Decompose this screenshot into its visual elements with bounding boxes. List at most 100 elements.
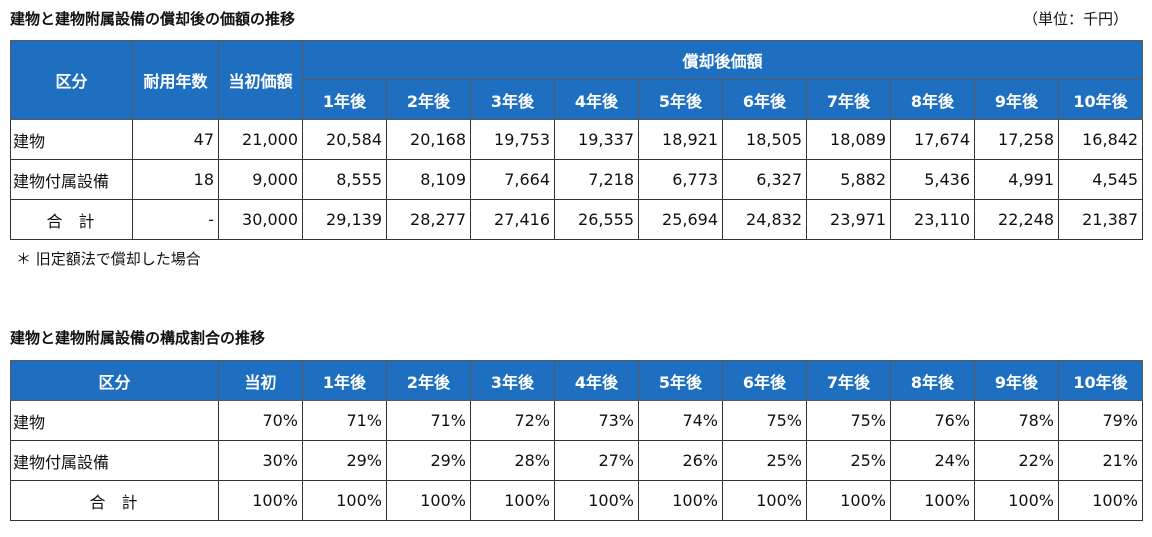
ratio-cell: 100% — [554, 480, 639, 521]
value-cell: 21,387 — [1057, 199, 1144, 240]
value-cell: 23,971 — [806, 199, 891, 240]
ratio-cell: 78% — [974, 400, 1059, 441]
value-cell: 18,505 — [722, 119, 807, 160]
table-row: 建物付属設備 30% 29% 29% 28% 27% 26% 25% 25% 24% 22% 21% — [10, 440, 1143, 481]
ratio-cell: 79% — [1058, 400, 1143, 441]
composition-ratio-table: 区分 当初 1年後 2年後 3年後 4年後 5年後 6年後 7年後 8年後 9年後 10年後 建物… — [10, 360, 1143, 521]
header-initial-value: 当初価額 — [218, 40, 303, 120]
value-cell: 19,337 — [554, 119, 639, 160]
header-year: 10年後 — [1057, 79, 1144, 120]
value-cell: 4,991 — [974, 159, 1059, 200]
ratio-cell: 75% — [722, 400, 807, 441]
row-label: 建物 — [10, 119, 133, 160]
ratio-cell: 25% — [722, 440, 807, 481]
ratio-cell: 72% — [470, 400, 555, 441]
value-cell: 7,218 — [554, 159, 639, 200]
value-cell: 22,248 — [974, 199, 1059, 240]
ratio-cell: 74% — [638, 400, 723, 441]
header-year: 3年後 — [470, 360, 555, 401]
ratio-cell: 22% — [974, 440, 1059, 481]
initial-ratio-cell: 30% — [218, 440, 303, 481]
ratio-cell: 29% — [386, 440, 471, 481]
header-year: 3年後 — [470, 79, 555, 120]
ratio-cell: 26% — [638, 440, 723, 481]
ratio-cell: 71% — [302, 400, 387, 441]
header-year: 7年後 — [806, 360, 891, 401]
value-cell: 18,921 — [638, 119, 723, 160]
ratio-cell: 100% — [974, 480, 1059, 521]
value-cell: 20,584 — [302, 119, 387, 160]
header-year: 9年後 — [974, 360, 1059, 401]
value-cell: 18,089 — [806, 119, 891, 160]
row-label: 合 計 — [10, 480, 219, 521]
header-category: 区分 — [10, 40, 133, 120]
header-year: 6年後 — [722, 360, 807, 401]
table-row: 合 計 -30,000 29,139 28,277 27,416 26,555 25,694… — [10, 199, 1144, 240]
header-category: 区分 — [10, 360, 219, 401]
initial-ratio-cell: 70% — [218, 400, 303, 441]
header-year: 1年後 — [302, 360, 387, 401]
value-cell: 23,110 — [890, 199, 975, 240]
value-cell: 17,258 — [974, 119, 1059, 160]
value-cell: 5,436 — [890, 159, 975, 200]
value-cell: 8,555 — [302, 159, 387, 200]
section2-title: 建物と建物附属設備の構成割合の推移 — [10, 329, 266, 347]
value-cell: 6,773 — [638, 159, 723, 200]
ratio-cell: 100% — [890, 480, 975, 521]
useful-life-cell: - — [132, 199, 219, 240]
header-year: 5年後 — [638, 360, 723, 401]
header-year: 5年後 — [638, 79, 723, 120]
unit-label: （単位：千円） — [1022, 10, 1128, 28]
header-useful-life: 耐用年数 — [132, 40, 219, 120]
ratio-cell: 25% — [806, 440, 891, 481]
initial-value-cell: 21,000 — [218, 119, 303, 160]
table-row: 建物 47 21,000 20,584 20,168 19,753 19,337 18,921… — [10, 119, 1144, 160]
value-cell: 27,416 — [470, 199, 555, 240]
header-year: 9年後 — [974, 79, 1059, 120]
useful-life-cell: 18 — [132, 159, 219, 200]
header-year: 8年後 — [890, 360, 975, 401]
ratio-cell: 24% — [890, 440, 975, 481]
value-cell: 8,109 — [386, 159, 471, 200]
header-year: 2年後 — [386, 79, 471, 120]
value-cell: 20,168 — [386, 119, 471, 160]
initial-value-cell: 30,000 — [218, 199, 303, 240]
value-cell: 17,674 — [890, 119, 975, 160]
useful-life-cell: 47 — [132, 119, 219, 160]
initial-value-cell: 9,000 — [218, 159, 303, 200]
header-year: 7年後 — [806, 79, 891, 120]
ratio-cell: 100% — [1058, 480, 1143, 521]
value-cell: 29,139 — [302, 199, 387, 240]
header-year: 2年後 — [386, 360, 471, 401]
table-row: 建物 70% 71% 71% 72% 73% 74% 75% 75% 76% 78% 79% — [10, 400, 1143, 441]
header-after-depreciation: 償却後価額 — [301, 40, 1144, 80]
header-year: 10年後 — [1058, 360, 1143, 401]
header-year: 4年後 — [554, 360, 639, 401]
table-row: 合 計 100% 100% 100% 100% 100% 100% 100% 100% 100% 1… — [10, 480, 1143, 521]
value-cell: 7,664 — [470, 159, 555, 200]
footnote: ＊ 旧定額法で償却した場合 — [16, 250, 201, 268]
value-cell: 26,555 — [554, 199, 639, 240]
table-row: 建物付属設備 18 9,000 8,555 8,109 7,664 7,218 6,773 6,… — [10, 159, 1144, 200]
row-label: 建物 — [10, 400, 219, 441]
depreciated-value-table: 区分 耐用年数 当初価額 償却後価額 1年後 2年後 3年後 4年後 5年後 6年後 7年後… — [10, 40, 1144, 240]
header-year: 1年後 — [302, 79, 387, 120]
ratio-cell: 29% — [302, 440, 387, 481]
value-cell: 25,694 — [638, 199, 723, 240]
value-cell: 6,327 — [722, 159, 807, 200]
ratio-cell: 21% — [1058, 440, 1143, 481]
ratio-cell: 76% — [890, 400, 975, 441]
ratio-cell: 100% — [386, 480, 471, 521]
initial-ratio-cell: 100% — [218, 480, 303, 521]
ratio-cell: 73% — [554, 400, 639, 441]
ratio-cell: 100% — [302, 480, 387, 521]
ratio-cell: 71% — [386, 400, 471, 441]
ratio-cell: 100% — [806, 480, 891, 521]
value-cell: 24,832 — [722, 199, 807, 240]
ratio-cell: 75% — [806, 400, 891, 441]
section1-title: 建物と建物附属設備の償却後の価額の推移 — [10, 10, 296, 28]
header-year: 8年後 — [890, 79, 975, 120]
value-cell: 5,882 — [806, 159, 891, 200]
value-cell: 4,545 — [1057, 159, 1144, 200]
row-label: 合 計 — [10, 199, 133, 240]
